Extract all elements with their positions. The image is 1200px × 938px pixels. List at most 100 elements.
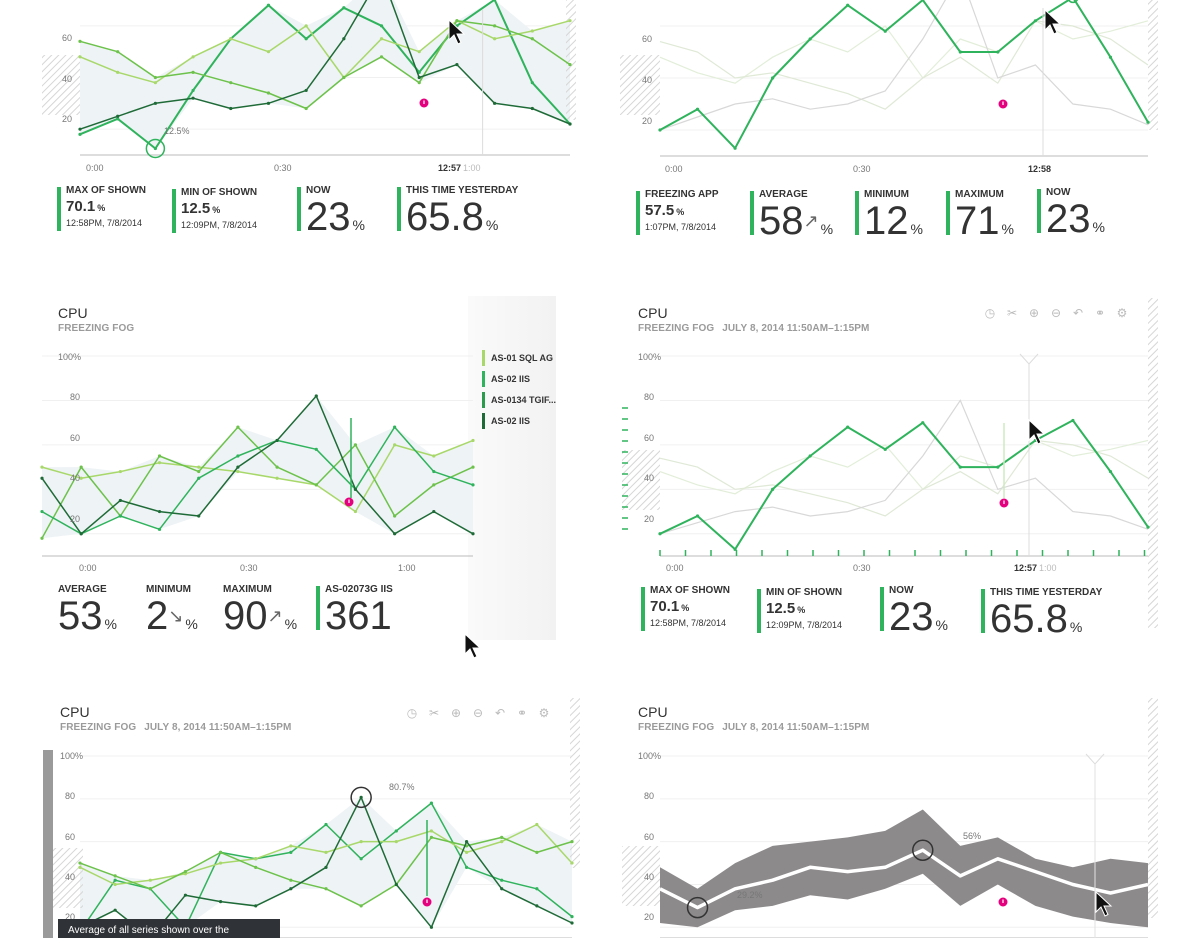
zoom-in-icon[interactable]: ⊕ — [450, 706, 462, 720]
data-point — [1071, 418, 1075, 423]
chart-p6[interactable] — [600, 698, 1200, 938]
stat-big-value: 65.8% — [406, 197, 518, 245]
data-point — [197, 465, 201, 469]
panel-middle-right: CPU FREEZING FOG JULY 8, 2014 11:50AM–1:1… — [600, 298, 1200, 668]
stat-label: MAXIMUM — [955, 189, 1004, 200]
stat-bar — [1037, 189, 1041, 233]
legend-item[interactable]: AS-01 SQL AG — [482, 350, 556, 366]
stat-average: AVERAGE 58↗% — [750, 189, 833, 249]
x-tick: 1:00 — [398, 563, 416, 573]
stat-label: THIS TIME YESTERDAY — [406, 185, 519, 196]
data-point — [40, 465, 44, 469]
undo-icon[interactable]: ↶ — [1072, 306, 1084, 320]
data-point — [304, 88, 308, 93]
chart-p1[interactable] — [0, 0, 600, 260]
ghost-series-line — [659, 399, 1149, 535]
zoom-in-icon[interactable]: ⊕ — [1028, 306, 1040, 320]
data-point — [570, 921, 574, 925]
stat-big-value: 23% — [889, 597, 948, 645]
max-marker — [1067, 0, 1079, 4]
data-point — [236, 425, 240, 429]
stat-label: THIS TIME YESTERDAY — [990, 587, 1103, 598]
subtitle-source: FREEZING FOG — [638, 323, 715, 334]
data-point — [78, 55, 82, 59]
data-point — [218, 900, 223, 904]
stat-value-number: 12.5 — [766, 600, 796, 617]
data-point — [78, 865, 82, 869]
range-shading — [660, 809, 1148, 928]
data-point — [471, 438, 475, 443]
clock-icon[interactable]: ◷ — [406, 706, 418, 720]
series-line — [79, 19, 571, 110]
zoom-out-icon[interactable]: ⊖ — [472, 706, 484, 720]
data-point — [78, 127, 82, 131]
data-point — [958, 465, 962, 469]
clock-icon[interactable]: ◷ — [984, 306, 996, 320]
x-tick: 0:30 — [240, 563, 258, 573]
stat-label: NOW — [1046, 187, 1071, 198]
data-point — [78, 39, 82, 43]
data-point — [570, 914, 574, 919]
data-point — [530, 81, 534, 85]
data-point — [493, 101, 497, 105]
data-point — [432, 454, 436, 458]
scissors-icon[interactable]: ✂ — [1006, 306, 1018, 320]
series-line — [41, 395, 474, 535]
y-tick: 80 — [644, 791, 655, 801]
legend-item[interactable]: AS-0134 TGIF... — [482, 392, 556, 408]
data-point — [455, 62, 459, 67]
data-point — [883, 29, 887, 33]
data-point — [568, 122, 572, 126]
data-point — [379, 55, 384, 59]
data-point — [275, 465, 279, 469]
y-tick: 40 — [644, 872, 655, 882]
data-point — [471, 483, 475, 487]
data-point — [353, 509, 358, 514]
stat-value-number: 23 — [889, 595, 934, 639]
gear-icon[interactable]: ⚙ — [1116, 306, 1128, 320]
stat-unit: % — [485, 217, 499, 233]
max-marker — [912, 839, 934, 861]
data-point — [191, 70, 195, 74]
link-icon[interactable]: ⚭ — [516, 706, 528, 720]
gear-icon[interactable]: ⚙ — [538, 706, 550, 720]
data-point — [996, 465, 1000, 469]
x-tick-current-label: 12:57 — [438, 163, 462, 173]
data-point — [79, 465, 83, 469]
chart-p4[interactable] — [600, 298, 1200, 668]
chart-p2[interactable] — [600, 0, 1200, 260]
peak-annotation: 80.7% — [389, 782, 415, 792]
data-point — [530, 106, 534, 111]
link-icon[interactable]: ⚭ — [1094, 306, 1106, 320]
data-point — [570, 861, 574, 865]
scissors-icon[interactable]: ✂ — [428, 706, 440, 720]
legend-item[interactable]: AS-02 IIS — [482, 413, 556, 429]
min-annotation: 12.5% — [164, 126, 190, 136]
legend-item[interactable]: AS-02 IIS — [482, 371, 556, 387]
data-point — [658, 532, 662, 536]
data-point — [846, 3, 850, 7]
undo-icon[interactable]: ↶ — [494, 706, 506, 720]
stat-value-number: 90 — [223, 594, 268, 638]
chart-toolbar: ◷ ✂ ⊕ ⊖ ↶ ⚭ ⚙ — [405, 706, 551, 720]
data-point — [157, 454, 162, 458]
data-point — [808, 454, 812, 458]
stat-big-value: 71% — [955, 201, 1014, 249]
data-point — [157, 527, 162, 531]
y-tick: 60 — [644, 832, 655, 842]
data-point — [113, 882, 117, 887]
panel-top-left: 60 40 20 0:00 0:30 12:57 1:00 12.5% MAX O… — [0, 0, 600, 260]
x-tick: 0:30 — [274, 163, 292, 173]
cursor-icon — [1028, 418, 1046, 445]
data-point — [1033, 19, 1037, 23]
series-line — [79, 19, 571, 84]
zoom-out-icon[interactable]: ⊖ — [1050, 306, 1062, 320]
stat-label: MINIMUM — [864, 189, 909, 200]
chart-p5[interactable] — [0, 698, 600, 938]
chart-p3[interactable] — [0, 298, 600, 668]
subtitle-date: JULY 8, 2014 11:50AM–1:15PM — [144, 722, 292, 733]
data-point — [275, 476, 279, 480]
data-point — [429, 925, 434, 929]
data-point — [471, 532, 475, 536]
stat-unit: % — [676, 207, 685, 217]
